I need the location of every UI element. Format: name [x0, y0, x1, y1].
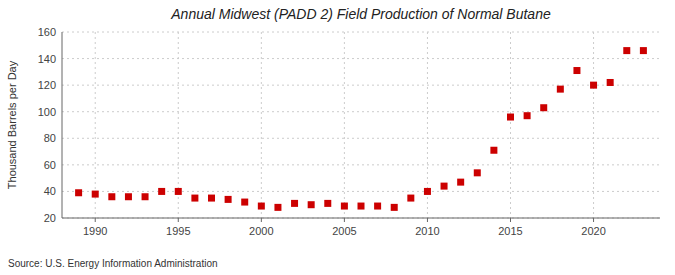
source-note: Source: U.S. Energy Information Administ…: [8, 258, 218, 269]
y-grid-line: [62, 58, 660, 59]
x-grid-line: [593, 32, 594, 218]
point: [142, 193, 149, 200]
point: [391, 204, 398, 211]
point: [324, 200, 331, 207]
plot-area: [75, 47, 647, 211]
grid: [62, 32, 660, 218]
point: [108, 193, 115, 200]
point: [623, 47, 630, 54]
y-tick-label: 80: [44, 132, 56, 144]
point: [557, 86, 564, 93]
x-tick-label: 2010: [415, 225, 439, 237]
y-grid-line: [62, 191, 660, 192]
point: [441, 183, 448, 190]
y-tick-label: 40: [44, 185, 56, 197]
point: [291, 200, 298, 207]
y-grid-line: [62, 32, 660, 33]
y-grid-line: [62, 138, 660, 139]
y-tick-label: 20: [44, 212, 56, 224]
x-tick-label: 1995: [166, 225, 190, 237]
y-axis-line: [62, 32, 63, 218]
point: [540, 104, 547, 111]
chart-container: 20 40 60 80 100 120 140 160 1990 1995 2000 2005 2010…: [0, 0, 675, 275]
point: [308, 201, 315, 208]
point: [158, 188, 165, 195]
point: [191, 195, 198, 202]
point: [640, 47, 647, 54]
point: [175, 188, 182, 195]
y-grid-line: [62, 164, 660, 165]
point: [274, 204, 281, 211]
x-tick: [178, 218, 179, 222]
chart: 20 40 60 80 100 120 140 160 1990 1995 2000 2005 2010…: [0, 0, 675, 275]
point: [524, 112, 531, 119]
axes: 20 40 60 80 100 120 140 160 1990 1995 2000 2005 2010…: [38, 26, 660, 237]
x-grid-line: [261, 32, 262, 218]
point: [358, 203, 365, 210]
y-grid-line: [62, 111, 660, 112]
y-grid-line: [62, 85, 660, 86]
point: [424, 188, 431, 195]
x-tick-label: 1990: [83, 225, 107, 237]
point: [125, 193, 132, 200]
y-tick-label: 160: [38, 26, 56, 38]
point: [374, 203, 381, 210]
point: [92, 191, 99, 198]
point: [590, 82, 597, 89]
x-tick: [95, 218, 96, 222]
y-tick-label: 60: [44, 159, 56, 171]
x-tick: [510, 218, 511, 222]
y-tick-label: 140: [38, 53, 56, 65]
x-tick-label: 2015: [498, 225, 522, 237]
point: [225, 196, 232, 203]
x-tick-label: 2000: [249, 225, 273, 237]
point: [573, 67, 580, 74]
x-tick: [593, 218, 594, 222]
point: [241, 199, 248, 206]
x-tick-label: 2005: [332, 225, 356, 237]
x-tick: [427, 218, 428, 222]
x-axis-line: [62, 218, 660, 219]
x-grid-line: [510, 32, 511, 218]
point: [507, 114, 514, 121]
point: [258, 203, 265, 210]
y-tick-label: 100: [38, 106, 56, 118]
point: [75, 189, 82, 196]
y-tick-label: 120: [38, 79, 56, 91]
x-tick-label: 2020: [581, 225, 605, 237]
y-grid-line: [62, 218, 660, 219]
point: [208, 195, 215, 202]
x-tick: [344, 218, 345, 222]
point: [490, 147, 497, 154]
x-grid-line: [344, 32, 345, 218]
title: Annual Midwest (PADD 2) Field Production…: [170, 6, 551, 22]
y-axis-label: Thousand Barrels per Day: [6, 60, 18, 189]
x-grid-line: [95, 32, 96, 218]
x-tick: [261, 218, 262, 222]
point: [407, 195, 414, 202]
point: [607, 79, 614, 86]
point: [457, 179, 464, 186]
point: [474, 169, 481, 176]
point: [341, 203, 348, 210]
